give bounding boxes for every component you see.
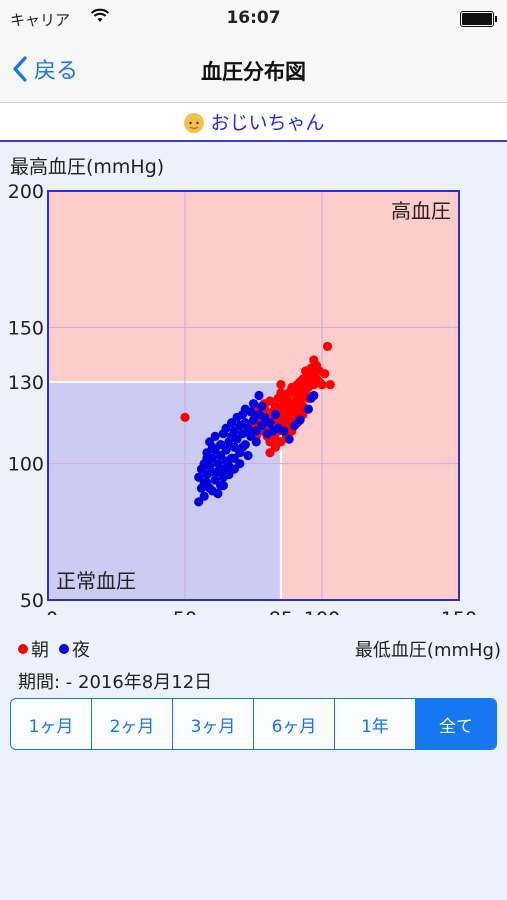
legend-night-label: 夜 <box>72 640 90 661</box>
x-tick-label: 100 <box>304 608 340 615</box>
night-point <box>210 431 220 441</box>
status-time: 16:07 <box>226 8 281 28</box>
y-tick-label: 200 <box>8 181 44 203</box>
night-point <box>251 437 261 447</box>
night-dot-icon <box>59 644 69 654</box>
status-bar: キャリア 16:07 <box>0 0 507 36</box>
morning-point <box>265 448 275 458</box>
back-label: 戻る <box>34 59 79 84</box>
night-point <box>207 442 217 452</box>
navigation-bar: 戻る 血圧分布図 <box>0 36 507 103</box>
morning-dot-icon <box>18 644 28 654</box>
carrier-label: キャリア <box>10 11 71 29</box>
morning-point <box>300 366 311 376</box>
x-axis-label: 最低血圧(mmHg) <box>354 640 501 661</box>
period-label: 期間: - 2016年8月12日 <box>18 672 213 693</box>
morning-point <box>325 379 335 390</box>
night-point <box>284 434 294 444</box>
x-tick-label: 150 <box>441 608 477 615</box>
night-point <box>295 415 305 425</box>
segment-1-year[interactable]: 1年 <box>335 699 416 749</box>
segment-3-months[interactable]: 3ヶ月 <box>173 699 254 749</box>
y-tick-label: 130 <box>8 372 44 394</box>
morning-point <box>279 393 289 403</box>
night-point <box>254 390 264 401</box>
back-button[interactable]: 戻る <box>12 52 78 86</box>
high-bp-zone-label: 高血圧 <box>391 199 451 223</box>
normal-bp-zone-label: 正常血圧 <box>56 569 136 593</box>
chevron-left-icon <box>13 56 27 82</box>
morning-point <box>309 355 319 365</box>
segment-1-month[interactable]: 1ヶ月 <box>11 699 92 749</box>
morning-point <box>322 341 333 352</box>
night-point <box>257 420 267 431</box>
battery-icon <box>460 11 497 27</box>
profile-selector[interactable]: おじいちゃん <box>0 103 507 142</box>
night-point <box>309 390 319 401</box>
y-tick-label: 150 <box>8 317 44 339</box>
morning-point <box>276 379 286 390</box>
night-point <box>257 401 267 412</box>
plot-frame <box>47 190 460 601</box>
x-tick-label: 85 <box>269 608 293 615</box>
x-tick-label: 50 <box>173 608 197 615</box>
x-tick-label: 0 <box>46 608 58 615</box>
night-point <box>202 453 212 463</box>
period-segmented-control[interactable]: 1ヶ月 2ヶ月 3ヶ月 6ヶ月 1年 全て <box>10 698 497 750</box>
y-axis-label: 最高血圧(mmHg) <box>10 156 164 178</box>
night-point <box>279 426 289 436</box>
scatter-plot: 高血圧正常血圧最高血圧(mmHg)50100130150200050851001… <box>8 156 477 615</box>
segment-2-months[interactable]: 2ヶ月 <box>92 699 173 749</box>
night-point <box>205 483 215 493</box>
night-point <box>246 407 256 417</box>
wifi-icon <box>90 8 110 28</box>
night-point <box>229 453 239 463</box>
morning-point <box>317 379 327 390</box>
legend-night: 夜 <box>59 636 90 662</box>
morning-point <box>320 369 330 379</box>
y-tick-label: 50 <box>20 590 44 612</box>
grandpa-face-icon <box>184 112 205 133</box>
page-title: 血圧分布図 <box>201 60 306 84</box>
night-point <box>303 404 313 414</box>
night-point <box>248 399 259 409</box>
night-point <box>213 489 223 499</box>
night-point <box>243 423 253 433</box>
night-point <box>194 497 204 507</box>
segment-6-months[interactable]: 6ヶ月 <box>254 699 335 749</box>
night-point <box>221 445 231 455</box>
night-point <box>237 442 248 452</box>
profile-name: おじいちゃん <box>210 112 325 134</box>
y-tick-label: 100 <box>8 454 44 476</box>
night-point <box>265 418 275 428</box>
legend-morning-label: 朝 <box>31 640 49 661</box>
night-point <box>243 450 253 461</box>
bp-distribution-chart: 高血圧正常血圧最高血圧(mmHg)50100130150200050851001… <box>0 145 507 615</box>
night-point <box>270 409 281 420</box>
legend-morning: 朝 <box>18 636 49 662</box>
segment-all[interactable]: 全て <box>416 699 496 749</box>
legend: 朝 夜 <box>18 636 100 662</box>
night-point <box>218 480 228 491</box>
morning-point <box>180 412 190 422</box>
